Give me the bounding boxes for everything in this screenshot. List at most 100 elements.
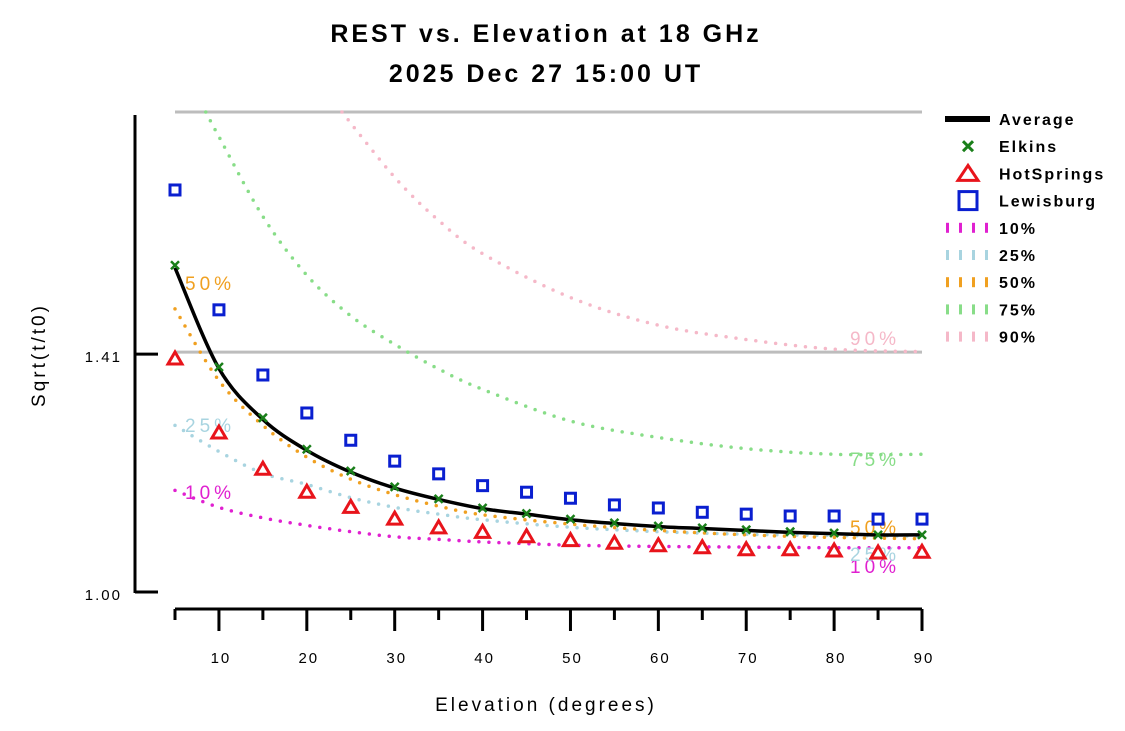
y-tick-label: 1.00 [85,587,122,604]
percentile-label: 10% [850,557,900,578]
data-point-hotsprings [165,349,185,366]
legend-dotted-swatch [946,222,949,233]
x-tick-label: 70 [738,650,759,667]
data-point-elkins [521,508,532,519]
y-tick-label: 1.41 [85,349,122,366]
data-point-hotsprings [253,459,273,476]
x-axis-label: Elevation (degrees) [435,695,657,716]
x-tick-label: 30 [386,650,407,667]
y-axis: 1.00 1.41 [85,115,158,604]
x-marker-stroke [609,517,620,528]
data-point-elkins [565,514,576,524]
x-marker-stroke [257,412,268,423]
data-point-hotsprings [692,537,712,555]
legend-line-swatch [945,116,990,122]
legend-dotted-swatch [946,331,949,342]
data-point-hotsprings [516,526,537,544]
x-marker-stroke [653,521,664,531]
legend-dotted-swatch [946,277,949,288]
data-point-hotsprings [472,522,493,539]
legend-dotted-swatch [972,277,975,288]
data-point-lewisburg [256,368,270,382]
legend-label: 10% [999,221,1037,238]
legend-x-icon [961,140,975,153]
data-point-hotsprings [868,542,888,560]
legend-item: HotSprings [955,162,1105,183]
y-axis-label: Sqrt(t/t0) [29,303,50,407]
x-tick-label: 90 [914,650,935,667]
legend-label: Elkins [999,139,1058,156]
legend-item: 75% [946,302,1037,319]
percentile-label: 90% [850,329,900,350]
legend-dotted-swatch [959,222,962,233]
reference-lines [175,110,922,354]
data-point-elkins [829,528,840,538]
data-point-lewisburg [168,183,182,197]
data-point-lewisburg [871,512,885,526]
x-marker-stroke [170,260,180,271]
legend-label: HotSprings [999,166,1105,183]
x-marker-stroke [917,529,927,540]
x-marker-stroke [873,529,883,540]
data-point-lewisburg [388,454,402,468]
legend-label: 25% [999,248,1037,265]
x-tick-label: 50 [562,650,583,667]
data-point-elkins [389,481,400,492]
legend-dotted-swatch [985,277,988,288]
data-point-hotsprings [780,539,800,557]
x-marker-stroke [521,508,532,519]
percentile-curve-90 [340,110,924,354]
legend-item: 90% [946,330,1035,347]
data-point-lewisburg [651,501,665,515]
legend-label: Average [999,112,1076,129]
data-point-elkins [257,412,268,423]
series-layer [165,183,932,560]
data-point-hotsprings [824,541,844,558]
x-marker-stroke [741,524,752,535]
legend-dotted-swatch [985,222,988,233]
data-point-elkins [917,529,927,540]
legend-dotted-swatch [972,331,975,342]
x-marker-stroke [301,444,312,455]
data-point-lewisburg [212,303,226,317]
legend-dotted-swatch [985,304,988,315]
legend-dotted-swatch [959,250,962,260]
data-point-lewisburg [476,479,490,493]
x-marker-stroke [829,528,840,538]
legend-dotted-swatch [946,304,949,315]
chart-subtitle: 2025 Dec 27 15:00 UT [389,60,703,88]
data-point-hotsprings [341,497,361,514]
legend-item: 10% [946,221,1037,238]
x-tick-label: 40 [474,650,495,667]
legend-dotted-swatch [985,331,988,342]
x-marker-stroke [214,362,224,372]
data-point-elkins [214,362,224,372]
legend-dotted-swatch [946,250,949,260]
data-point-elkins [609,517,620,528]
legend-dotted-swatch [972,250,975,260]
data-point-elkins [741,524,752,535]
x-axis: 10 20 30 40 50 60 70 80 90 [173,607,935,667]
data-point-elkins [170,260,180,271]
data-point-elkins [345,466,356,476]
x-tick-label: 60 [650,650,671,667]
data-point-hotsprings [912,542,932,559]
legend-dotted-swatch [959,277,962,288]
legend-dotted-swatch [959,331,962,342]
data-point-hotsprings [648,535,668,553]
x-marker-stroke [389,481,400,492]
data-point-hotsprings [604,533,625,550]
legend-label: 50% [999,275,1037,292]
data-point-lewisburg [739,507,753,521]
chart-title: REST vs. Elevation at 18 GHz [330,20,761,48]
data-point-lewisburg [520,485,534,499]
x-marker-stroke [433,493,444,504]
data-point-elkins [477,503,488,513]
data-point-hotsprings [209,423,229,440]
legend-label: Lewisburg [999,194,1097,211]
percentile-label: 10% [185,483,235,504]
data-point-lewisburg [563,491,577,505]
legend-label: 75% [999,302,1037,319]
x-marker-stroke [785,526,796,537]
